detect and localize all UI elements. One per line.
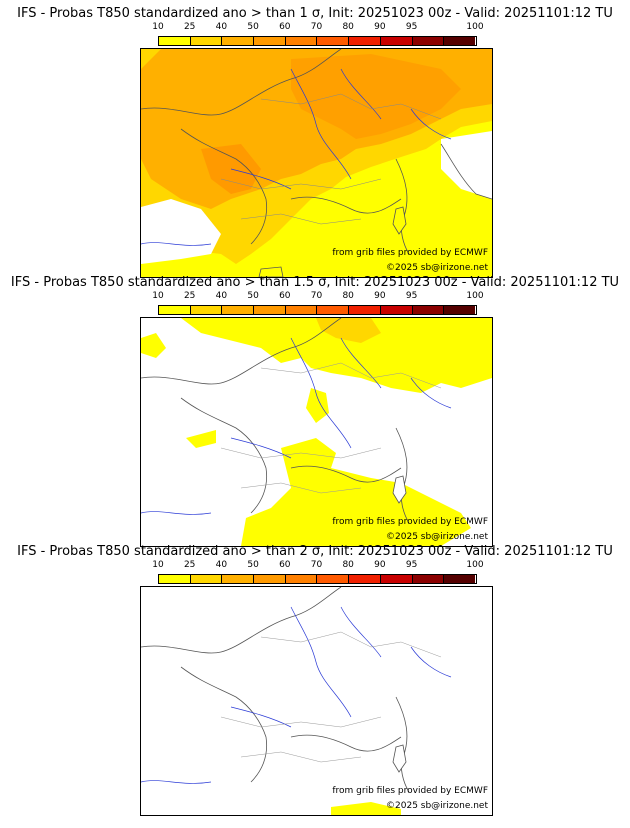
colorbar-tick-label: 100 bbox=[466, 291, 484, 301]
colorbar-swatch bbox=[412, 575, 445, 583]
colorbar-tick-label: 95 bbox=[405, 22, 418, 32]
source-credit: from grib files provided by ECMWF bbox=[332, 517, 488, 527]
colorbar-tick-label: 10 bbox=[152, 291, 164, 301]
colorbar-swatch bbox=[254, 37, 286, 45]
colorbar-tick-label: 10 bbox=[152, 22, 164, 32]
copyright: ©2025 sb@irizone.net bbox=[386, 263, 488, 273]
colorbar-swatch bbox=[380, 306, 413, 314]
colorbar-swatch bbox=[159, 306, 191, 314]
colorbar-swatch bbox=[349, 575, 381, 583]
source-credit: from grib files provided by ECMWF bbox=[332, 786, 488, 796]
colorbar-tick-label: 95 bbox=[405, 291, 418, 301]
copyright: ©2025 sb@irizone.net bbox=[386, 532, 488, 542]
colorbar-swatch bbox=[254, 575, 286, 583]
colorbar-swatch bbox=[159, 37, 191, 45]
colorbar-swatch bbox=[380, 575, 413, 583]
probability-map-1-5sigma: from grib files provided by ECMWF ©2025 … bbox=[140, 317, 493, 547]
prob-field-yellow-nw bbox=[141, 333, 166, 358]
sea-white-sw bbox=[141, 199, 221, 264]
colorbar-swatch bbox=[285, 37, 318, 45]
colorbar-tick-label: 50 bbox=[247, 22, 259, 32]
colorbar-tick-label: 95 bbox=[405, 560, 418, 570]
colorbar-tick-label: 60 bbox=[279, 560, 291, 570]
copyright: ©2025 sb@irizone.net bbox=[386, 801, 488, 811]
colorbar-tick-label: 80 bbox=[342, 560, 354, 570]
colorbar-swatch bbox=[190, 37, 223, 45]
colorbar-swatch bbox=[222, 37, 255, 45]
colorbar-swatch bbox=[349, 37, 381, 45]
colorbar-swatch bbox=[412, 306, 445, 314]
colorbar-tick-label: 50 bbox=[247, 560, 259, 570]
colorbar-swatch bbox=[285, 575, 318, 583]
colorbar-tick-label: 90 bbox=[374, 22, 386, 32]
colorbar-tick-label: 40 bbox=[215, 560, 228, 570]
colorbar-tick-label: 100 bbox=[466, 22, 484, 32]
colorbar-tick-label: 60 bbox=[279, 22, 291, 32]
colorbar-tick-label: 70 bbox=[310, 22, 323, 32]
colorbar-swatch bbox=[222, 306, 255, 314]
colorbar-tick-label: 10 bbox=[152, 560, 164, 570]
colorbar-swatch bbox=[190, 575, 223, 583]
colorbar-tick-label: 25 bbox=[183, 560, 196, 570]
panel-title: IFS - Probas T850 standardized ano > tha… bbox=[17, 544, 613, 559]
colorbar-swatch bbox=[444, 575, 475, 583]
probability-map-2sigma: from grib files provided by ECMWF ©2025 … bbox=[140, 586, 493, 816]
sea-white-se bbox=[441, 131, 492, 199]
colorbar-swatch bbox=[380, 37, 413, 45]
panel-title: IFS - Probas T850 standardized ano > tha… bbox=[17, 6, 613, 21]
prob-field-darkorange bbox=[291, 54, 461, 139]
colorbar-tick-label: 40 bbox=[215, 291, 228, 301]
colorbar-tick-label: 100 bbox=[466, 560, 484, 570]
map-panel-2sigma: IFS - Probas T850 standardized ano > tha… bbox=[0, 538, 630, 816]
colorbar-swatch bbox=[190, 306, 223, 314]
colorbar bbox=[158, 305, 477, 315]
prob-field-yellow-c bbox=[306, 388, 329, 423]
colorbar-tick-label: 60 bbox=[279, 291, 291, 301]
map-panel-1-5sigma: IFS - Probas T850 standardized ano > tha… bbox=[0, 269, 630, 547]
colorbar-swatch bbox=[285, 306, 318, 314]
probability-map-1sigma: from grib files provided by ECMWF ©2025 … bbox=[140, 48, 493, 278]
colorbar-tick-label: 80 bbox=[342, 22, 354, 32]
prob-field-yellow-w bbox=[186, 430, 216, 448]
colorbar-swatch bbox=[159, 575, 191, 583]
prob-field-yellow-n bbox=[181, 318, 492, 393]
colorbar-tick-label: 40 bbox=[215, 22, 228, 32]
colorbar-tick-label: 90 bbox=[374, 291, 386, 301]
colorbar-swatch bbox=[317, 575, 350, 583]
colorbar-swatch bbox=[412, 37, 445, 45]
panel-title: IFS - Probas T850 standardized ano > tha… bbox=[10, 275, 620, 290]
colorbar-tick-label: 25 bbox=[183, 291, 196, 301]
colorbar-swatch bbox=[444, 37, 475, 45]
colorbar-swatch bbox=[444, 306, 475, 314]
colorbar-tick-label: 70 bbox=[310, 291, 323, 301]
source-credit: from grib files provided by ECMWF bbox=[332, 248, 488, 258]
colorbar-swatch bbox=[317, 37, 350, 45]
colorbar bbox=[158, 36, 477, 46]
colorbar-swatch bbox=[349, 306, 381, 314]
colorbar-tick-label: 50 bbox=[247, 291, 259, 301]
sea-white-s bbox=[281, 209, 371, 277]
colorbar bbox=[158, 574, 477, 584]
prob-field-yellow-se bbox=[331, 802, 401, 815]
prob-field-yellow-s bbox=[241, 438, 471, 546]
colorbar-tick-label: 70 bbox=[310, 560, 323, 570]
colorbar-swatch bbox=[254, 306, 286, 314]
colorbar-swatch bbox=[317, 306, 350, 314]
colorbar-tick-label: 80 bbox=[342, 291, 354, 301]
colorbar-swatch bbox=[222, 575, 255, 583]
colorbar-tick-label: 25 bbox=[183, 22, 196, 32]
map-panel-1sigma: IFS - Probas T850 standardized ano > tha… bbox=[0, 0, 630, 278]
colorbar-tick-label: 90 bbox=[374, 560, 386, 570]
